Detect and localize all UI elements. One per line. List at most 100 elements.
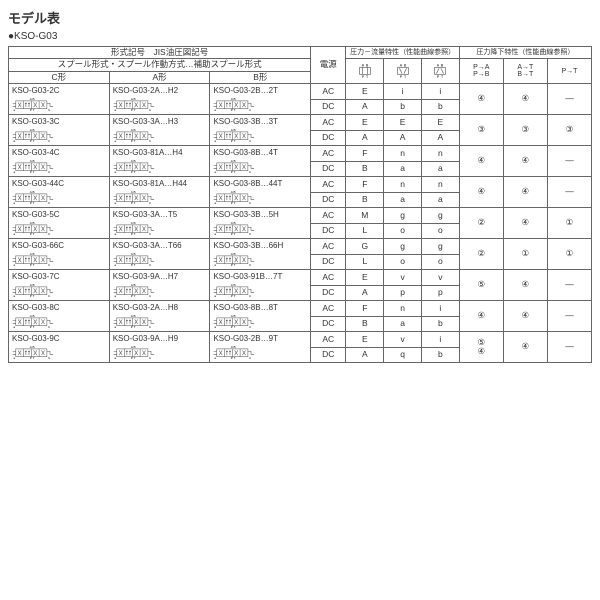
val: A bbox=[421, 130, 459, 146]
val: A bbox=[346, 99, 384, 115]
val: p bbox=[384, 285, 422, 301]
svg-text:a: a bbox=[114, 325, 116, 328]
val-pa: ④ bbox=[459, 301, 503, 332]
model-a: KSO-G03-2A…H8 A B a P T b bbox=[109, 301, 210, 332]
power-dc: DC bbox=[311, 99, 346, 115]
power-ac: AC bbox=[311, 239, 346, 255]
val: n bbox=[421, 146, 459, 162]
svg-text:b: b bbox=[250, 108, 252, 111]
val: a bbox=[421, 192, 459, 208]
svg-text:A B: A B bbox=[30, 283, 35, 287]
svg-text:A B: A B bbox=[130, 190, 135, 194]
svg-text:a: a bbox=[114, 170, 116, 173]
svg-text:A B: A B bbox=[30, 97, 35, 101]
table-row: KSO-G03-4C A B a P T b KSO-G03-81A…H4 A … bbox=[9, 146, 592, 162]
val: o bbox=[384, 254, 422, 270]
table-row: KSO-G03-7C A B a P T b KSO-G03-9A…H7 A B… bbox=[9, 270, 592, 286]
val: o bbox=[384, 223, 422, 239]
val-pa: ② bbox=[459, 208, 503, 239]
svg-text:A B: A B bbox=[231, 283, 236, 287]
svg-text:a: a bbox=[215, 232, 217, 235]
svg-text:a: a bbox=[215, 263, 217, 266]
model-b: KSO-G03-91B…7T A B a P T b bbox=[210, 270, 311, 301]
model-a: KSO-G03-3A…H3 A B a P T b bbox=[109, 115, 210, 146]
svg-text:A B: A B bbox=[30, 345, 35, 349]
model-b: KSO-G03-3B…5H A B a P T b bbox=[210, 208, 311, 239]
svg-text:P T: P T bbox=[130, 232, 135, 235]
val: b bbox=[421, 316, 459, 332]
val-pa: ④ bbox=[459, 84, 503, 115]
svg-text:P T: P T bbox=[130, 108, 135, 111]
svg-text:A B: A B bbox=[437, 63, 444, 67]
power-ac: AC bbox=[311, 270, 346, 286]
header-icon-2: A B P T bbox=[384, 59, 422, 84]
val: i bbox=[384, 84, 422, 100]
svg-text:P T: P T bbox=[130, 139, 135, 142]
svg-text:a: a bbox=[13, 356, 15, 359]
val-pt: ① bbox=[547, 208, 591, 239]
svg-text:a: a bbox=[215, 201, 217, 204]
svg-text:b: b bbox=[250, 170, 252, 173]
table-row: KSO-G03-44C A B a P T b KSO-G03-81A…H44 … bbox=[9, 177, 592, 193]
val: G bbox=[346, 239, 384, 255]
val-pa: ② bbox=[459, 239, 503, 270]
svg-text:b: b bbox=[149, 294, 151, 297]
table-row: KSO-G03-2C A B a P T b KSO-G03-2A…H2 A B… bbox=[9, 84, 592, 100]
val: A bbox=[346, 130, 384, 146]
svg-text:A B: A B bbox=[30, 252, 35, 256]
val: E bbox=[421, 115, 459, 131]
svg-text:P T: P T bbox=[30, 108, 35, 111]
page-subtitle: ●KSO-G03 bbox=[8, 31, 592, 42]
val: g bbox=[421, 239, 459, 255]
svg-text:a: a bbox=[215, 356, 217, 359]
svg-text:a: a bbox=[215, 325, 217, 328]
val: A bbox=[346, 285, 384, 301]
header-pressure-drop: 圧力降下特性（性能曲線参照） bbox=[459, 47, 591, 59]
svg-text:a: a bbox=[215, 170, 217, 173]
val-pt: ① bbox=[547, 239, 591, 270]
val: i bbox=[421, 301, 459, 317]
val-pt: — bbox=[547, 146, 591, 177]
svg-text:A B: A B bbox=[130, 252, 135, 256]
val: B bbox=[346, 192, 384, 208]
table-row: KSO-G03-3C A B a P T b KSO-G03-3A…H3 A B… bbox=[9, 115, 592, 131]
val: E bbox=[384, 115, 422, 131]
table-row: KSO-G03-66C A B a P T b KSO-G03-3A…T66 A… bbox=[9, 239, 592, 255]
power-ac: AC bbox=[311, 84, 346, 100]
svg-text:P T: P T bbox=[30, 170, 35, 173]
val: q bbox=[384, 347, 422, 363]
header-model-jis: 形式記号 JIS油圧図記号 bbox=[9, 47, 311, 59]
power-dc: DC bbox=[311, 223, 346, 239]
header-icon-1: A B P T bbox=[346, 59, 384, 84]
svg-text:a: a bbox=[13, 170, 15, 173]
svg-text:A B: A B bbox=[30, 190, 35, 194]
val: n bbox=[384, 177, 422, 193]
val: a bbox=[384, 161, 422, 177]
val-at: ④ bbox=[503, 301, 547, 332]
model-a: KSO-G03-3A…T66 A B a P T b bbox=[109, 239, 210, 270]
svg-text:b: b bbox=[250, 201, 252, 204]
svg-text:b: b bbox=[250, 356, 252, 359]
svg-text:b: b bbox=[250, 232, 252, 235]
svg-text:P T: P T bbox=[231, 201, 236, 204]
svg-text:b: b bbox=[250, 294, 252, 297]
power-ac: AC bbox=[311, 115, 346, 131]
svg-text:b: b bbox=[149, 325, 151, 328]
svg-text:b: b bbox=[250, 263, 252, 266]
svg-text:b: b bbox=[48, 201, 50, 204]
svg-text:b: b bbox=[48, 356, 50, 359]
model-a: KSO-G03-9A…H9 A B a P T b bbox=[109, 332, 210, 363]
header-spool: スプール形式・スプール作動方式…補助スプール形式 bbox=[9, 59, 311, 71]
val: v bbox=[384, 270, 422, 286]
val-pa: ⑤ ④ bbox=[459, 332, 503, 363]
valve-icon: A B P T bbox=[393, 62, 413, 78]
model-c: KSO-G03-66C A B a P T b bbox=[9, 239, 110, 270]
svg-text:P T: P T bbox=[231, 139, 236, 142]
model-b: KSO-G03-8B…4T A B a P T b bbox=[210, 146, 311, 177]
model-c: KSO-G03-44C A B a P T b bbox=[9, 177, 110, 208]
val: n bbox=[421, 177, 459, 193]
val: A bbox=[346, 347, 384, 363]
svg-text:a: a bbox=[13, 294, 15, 297]
svg-text:a: a bbox=[114, 294, 116, 297]
svg-text:A B: A B bbox=[130, 314, 135, 318]
